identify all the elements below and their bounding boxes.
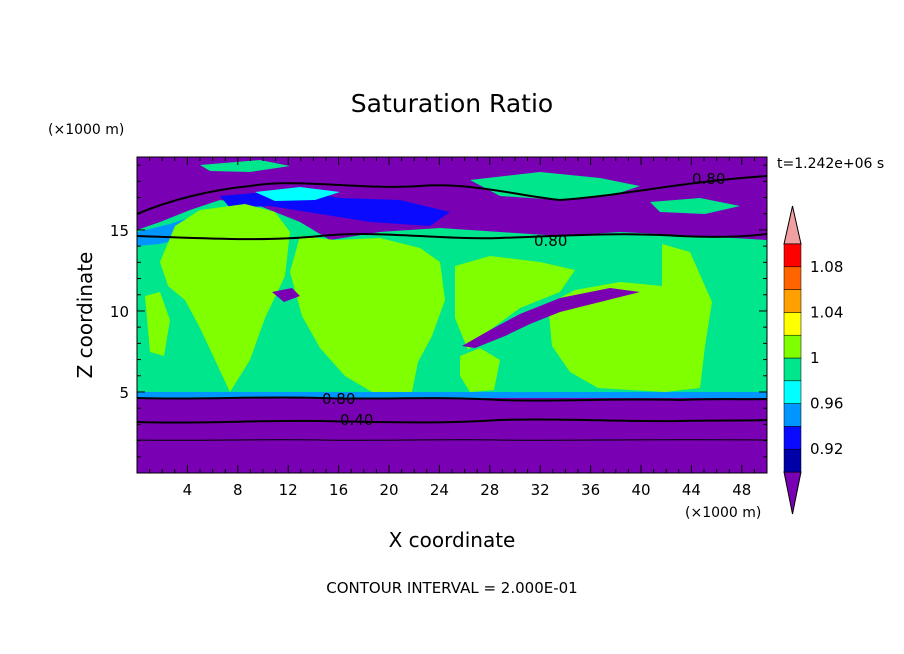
colorbar-segment (783, 312, 802, 336)
contour-line-upper (137, 175, 767, 215)
contour-line-lower (137, 418, 767, 424)
colorbar-segment (783, 289, 802, 313)
colorbar-label: 1.04 (810, 303, 843, 321)
y-tick-label: 10 (110, 303, 129, 321)
x-tick-label: 20 (379, 481, 398, 499)
x-tick-label: 16 (329, 481, 348, 499)
chart-title: Saturation Ratio (351, 89, 553, 118)
colorbar-segment (783, 357, 802, 382)
colorbar-segment (783, 334, 802, 359)
contour-line-lower-2 (137, 439, 767, 441)
x-tick-label: 40 (631, 481, 650, 499)
x-tick-label: 12 (279, 481, 298, 499)
contour-line-upper-2 (137, 233, 767, 241)
x-tick-label: 28 (480, 481, 499, 499)
colorbar-segment (783, 426, 802, 450)
x-tick-label: 36 (581, 481, 600, 499)
plot-area: 0.80 0.80 0.80 0.40 (137, 157, 767, 473)
x-tick-label: 24 (430, 481, 449, 499)
field-region-mid-moist-2 (290, 236, 445, 392)
field-region-upper-cyan (255, 187, 340, 201)
contour-interval-note: CONTOUR INTERVAL = 2.000E-01 (326, 579, 577, 597)
contour-label: 0.80 (692, 170, 725, 188)
field-region-upper-green2 (200, 160, 290, 172)
field-region-mid-moist-3 (455, 256, 575, 350)
field-region-mid-moist-6 (145, 292, 170, 356)
field-region-lower-dry (137, 398, 767, 473)
colorbar-label: 1.08 (810, 258, 843, 276)
x-tick-label: 8 (233, 481, 243, 499)
x-axis-label: X coordinate (389, 528, 516, 552)
contour-label: 0.80 (534, 232, 567, 250)
field-region-upper-dry (137, 157, 767, 240)
field-region-mid-moist-5 (460, 348, 500, 392)
y-tick-label: 15 (110, 222, 129, 240)
y-axis-label: Z coordinate (73, 252, 97, 379)
x-tick-label: 44 (682, 481, 701, 499)
contour-line-boundary (137, 396, 767, 402)
colorbar-segment (783, 403, 802, 427)
contour-label: 0.40 (340, 411, 373, 429)
y-axis-unit: (×1000 m) (48, 122, 124, 138)
contour-label: 0.80 (322, 390, 355, 408)
colorbar-extend-low (783, 471, 802, 515)
field-region-boundary-blue (137, 392, 767, 398)
colorbar-segment (783, 448, 802, 473)
x-tick-label: 48 (732, 481, 751, 499)
colorbar-extend-high (783, 205, 802, 245)
field-region-mid-moist-1 (160, 204, 290, 392)
x-tick-label: 4 (183, 481, 193, 499)
colorbar-segment (783, 380, 802, 404)
field-region-mid-dry-band (462, 288, 640, 348)
field-region-mid-moist-4 (548, 244, 712, 392)
y-tick-label: 5 (119, 384, 129, 402)
field-region-mid-dry-spot (272, 288, 300, 302)
colorbar-label: 0.96 (810, 395, 843, 413)
x-tick-label: 32 (531, 481, 550, 499)
colorbar: 0.92 0.96 1 1.04 1.08 (783, 205, 843, 515)
time-label: t=1.242e+06 s (777, 156, 884, 172)
x-axis-unit: (×1000 m) (685, 505, 761, 521)
colorbar-label: 0.92 (810, 440, 843, 458)
colorbar-segment (783, 266, 802, 290)
colorbar-segment (783, 243, 802, 268)
field-region-upper-green3 (650, 198, 740, 214)
colorbar-label: 1 (810, 349, 820, 367)
